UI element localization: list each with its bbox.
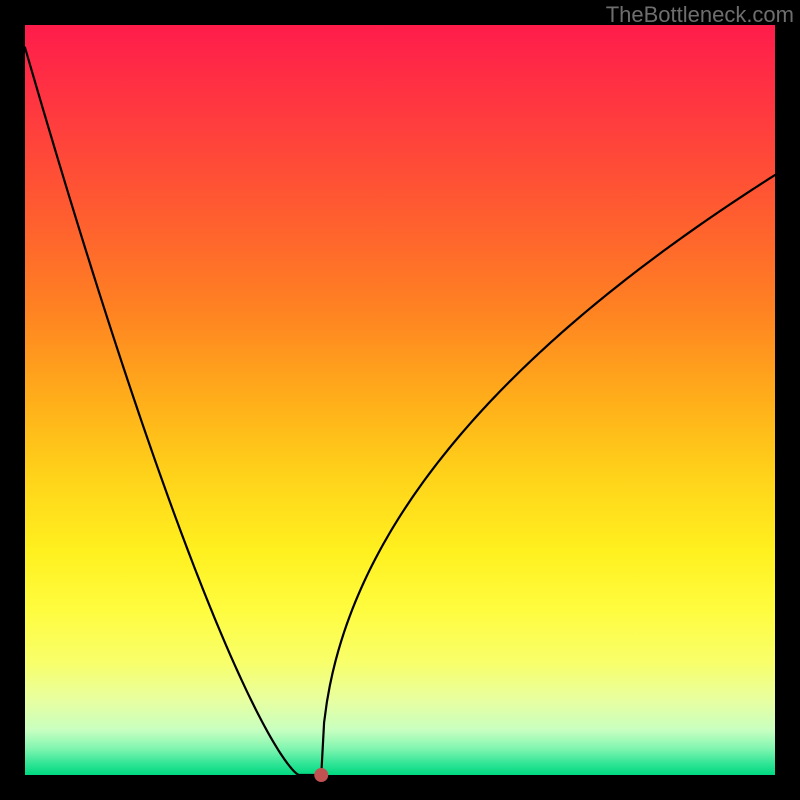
bottleneck-marker	[314, 768, 328, 782]
watermark-text: TheBottleneck.com	[606, 2, 794, 28]
plot-background	[25, 25, 775, 775]
